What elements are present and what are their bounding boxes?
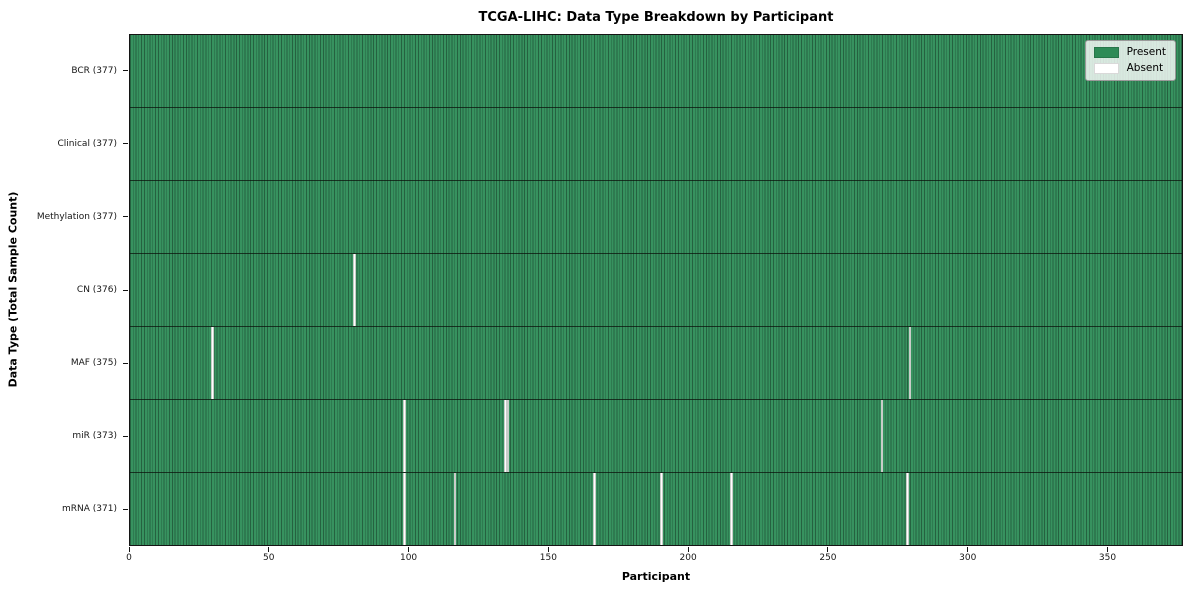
absent-marker-mRNA-166	[593, 473, 596, 545]
x-tick-label-150: 150	[539, 553, 557, 563]
y-tick-mark	[123, 362, 128, 364]
absent-marker-CN-80	[353, 254, 357, 326]
absent-swatch-icon	[1093, 63, 1119, 74]
y-tick-mark	[123, 508, 128, 510]
x-tick-label-0: 0	[126, 553, 132, 563]
x-tick-mark	[1107, 547, 1108, 552]
x-tick-label-100: 100	[399, 553, 418, 563]
y-axis-label: Data Type (Total Sample Count)	[6, 191, 20, 388]
absent-marker-miR-269	[880, 400, 884, 472]
absent-marker-mRNA-215	[729, 473, 733, 545]
legend-item-absent: Absent	[1093, 62, 1166, 75]
absent-marker-MAF-279	[908, 327, 912, 399]
x-tick-label-300: 300	[959, 553, 977, 563]
legend-item-present: Present	[1093, 46, 1166, 59]
heatmap-row-BCR	[130, 35, 1182, 108]
y-tick-mark	[123, 143, 128, 145]
heatmap-row-CN	[130, 254, 1182, 327]
x-axis-label: Participant	[621, 570, 691, 583]
absent-marker-mRNA-190	[660, 473, 663, 545]
x-tick-label-350: 350	[1098, 553, 1117, 563]
y-tick-label-Clinical: Clinical (377)	[57, 138, 117, 149]
x-tick-label-200: 200	[679, 553, 697, 563]
legend: Present Absent	[1084, 40, 1176, 81]
legend-label: Absent	[1126, 62, 1164, 75]
absent-marker-miR-134	[503, 400, 507, 472]
y-tick-mark	[123, 70, 128, 72]
y-tick-mark	[123, 435, 128, 437]
y-tick-label-BCR: BCR (377)	[71, 65, 117, 76]
absent-marker-MAF-29	[210, 327, 214, 399]
x-tick-label-50: 50	[263, 553, 275, 563]
heatmap-row-mRNA	[130, 473, 1182, 545]
heatmap-row-miR	[130, 400, 1182, 473]
y-tick-mark	[123, 289, 128, 291]
y-tick-label-CN: CN (376)	[76, 285, 117, 295]
legend-label: Present	[1126, 46, 1166, 59]
y-tick-label-Methylation: Methylation (377)	[36, 211, 117, 222]
heatmap-row-MAF	[130, 327, 1182, 400]
absent-marker-miR-98	[403, 400, 407, 472]
x-tick-label-250: 250	[819, 553, 837, 563]
chart-title: TCGA-LIHC: Data Type Breakdown by Partic…	[478, 10, 834, 25]
absent-marker-mRNA-98	[403, 473, 407, 545]
heatmap-row-Methylation	[130, 181, 1182, 254]
y-tick-label-mRNA: mRNA (371)	[62, 504, 117, 515]
absent-marker-miR-135	[506, 400, 510, 472]
y-tick-mark	[123, 216, 128, 218]
y-tick-label-miR: miR (373)	[72, 431, 117, 442]
x-tick-mark	[967, 547, 969, 552]
x-tick-mark	[827, 547, 829, 552]
y-tick-label-MAF: MAF (375)	[70, 358, 117, 369]
heatmap-row-Clinical	[130, 108, 1182, 181]
heatmap-plot: Present Absent	[129, 34, 1183, 546]
x-tick-mark	[128, 547, 130, 552]
x-tick-mark	[687, 547, 689, 552]
x-tick-mark	[547, 547, 549, 552]
cell-grid-overlay	[130, 35, 1182, 545]
heatmap-rows	[130, 35, 1182, 545]
x-tick-mark	[408, 547, 410, 552]
x-tick-mark	[268, 547, 270, 552]
present-swatch-icon	[1093, 47, 1119, 58]
absent-marker-mRNA-278	[905, 473, 909, 545]
absent-marker-mRNA-116	[453, 473, 457, 545]
